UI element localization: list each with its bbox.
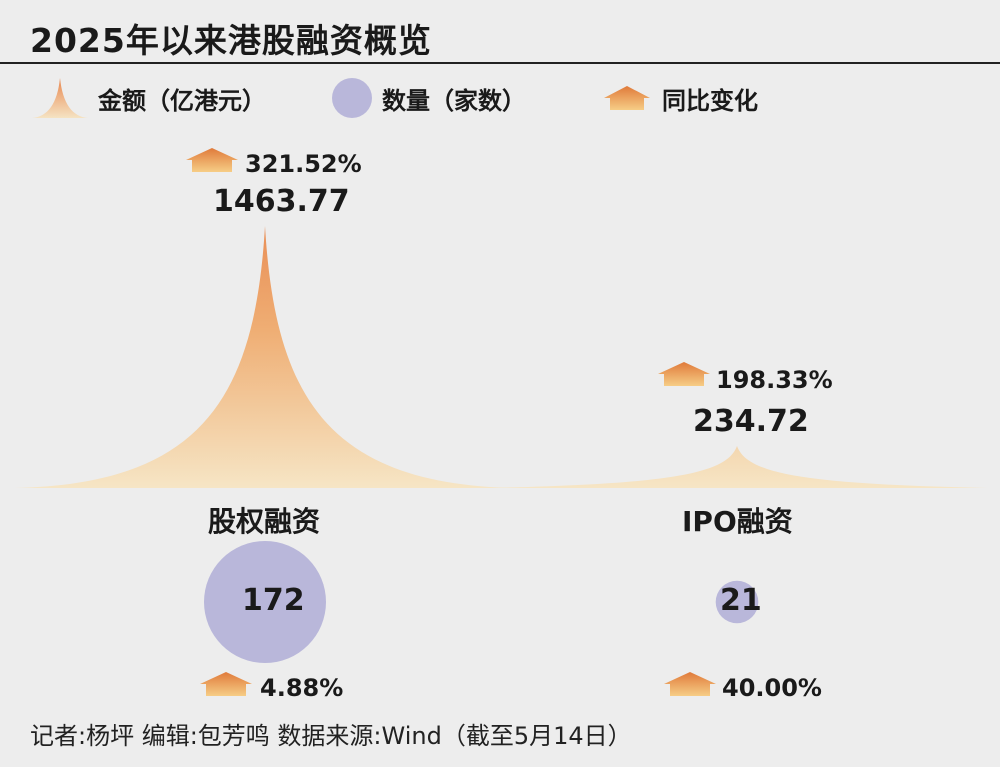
legend-change: 同比变化 [600,76,758,120]
amount-peak [487,445,987,488]
chart-title: 2025年以来港股融资概览 [30,21,432,60]
peak-legend-icon [32,78,88,118]
increase-arrow-icon [200,672,252,696]
circle-legend-icon [332,78,372,118]
increase-arrow-icon [658,362,710,386]
count-change-label: 4.88% [260,674,344,702]
amount-value-label: 234.72 [693,404,809,439]
credit-line: 记者:杨坪 编辑:包芳鸣 数据来源:Wind（截至5月14日） [30,722,632,750]
legend-amount: 金额（亿港元） [30,76,266,120]
count-value-label: 172 [242,583,305,618]
increase-arrow-icon [186,148,238,172]
amount-value-label: 1463.77 [213,184,350,219]
title-divider [0,62,1000,64]
count-circle [715,580,759,624]
arrow-legend-icon [604,86,650,110]
count-change-label: 40.00% [722,674,822,702]
legend-count-label: 数量（家数） [382,86,526,115]
amount-change-label: 321.52% [245,150,362,178]
legend-amount-label: 金额（亿港元） [98,86,266,115]
amount-peak [15,226,515,488]
category-label: IPO融资 [682,505,793,538]
count-value-label: 21 [720,583,762,618]
increase-arrow-icon [664,672,716,696]
count-circle [204,541,326,663]
legend-change-label: 同比变化 [662,86,758,115]
legend-count: 数量（家数） [330,76,526,120]
amount-change-label: 198.33% [716,366,833,394]
category-label: 股权融资 [208,505,321,538]
legend: 金额（亿港元） 数量（家数） 同比变化 [0,76,1000,126]
